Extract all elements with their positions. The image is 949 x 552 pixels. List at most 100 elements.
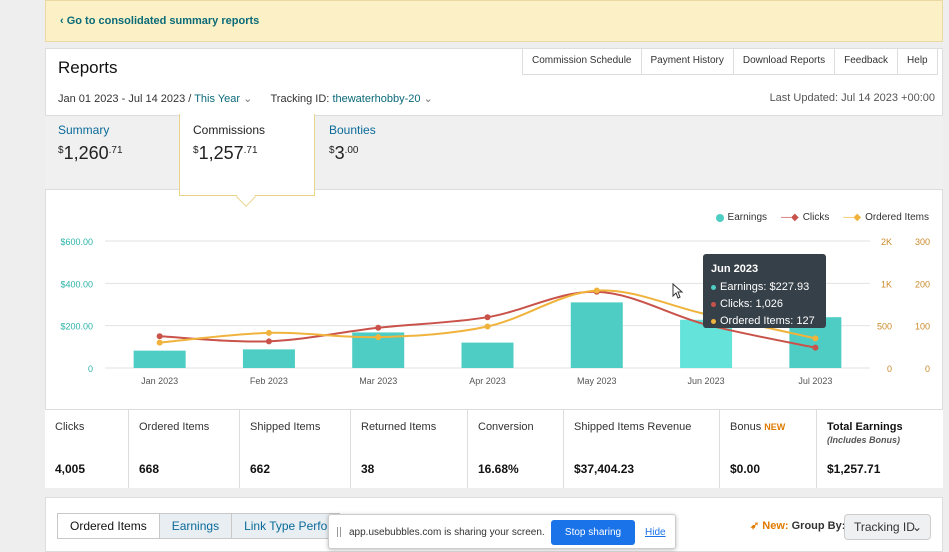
legend-earnings[interactable]: Earnings — [715, 212, 767, 223]
combo-chart: $600.00 2K 300 $400.00 1K 200 $200.00 500 100 0 0 0… — [60, 237, 930, 386]
bounties-tab-label: Bounties — [329, 123, 376, 137]
summary-tab[interactable]: Summary $1,260.71 — [58, 123, 123, 164]
period-select[interactable]: This Year ⌄ — [194, 93, 253, 105]
drag-handle-icon[interactable] — [337, 527, 341, 537]
ordered-items-point — [812, 335, 819, 342]
x-tick-label: Jun 2023 — [688, 376, 725, 386]
earnings-dot-icon — [711, 285, 716, 290]
x-tick-label: Jul 2023 — [798, 376, 832, 386]
y-right1-tick: 0 — [887, 364, 892, 374]
commissions-tab[interactable]: Commissions $1,257.71 — [193, 123, 265, 164]
legend-ordered-items[interactable]: ―◆ Ordered Items — [843, 212, 929, 223]
ordered-items-point — [593, 287, 600, 294]
tab-ordered-items[interactable]: Ordered Items — [57, 513, 160, 539]
ordered-items-point — [484, 323, 491, 330]
ordered-dot-icon — [711, 319, 716, 324]
rocket-icon: ➶ — [750, 520, 760, 532]
tab-help[interactable]: Help — [897, 49, 938, 75]
mouse-cursor-icon — [672, 283, 684, 299]
x-tick-label: May 2023 — [577, 376, 617, 386]
chevron-down-icon: ⌄ — [243, 93, 253, 105]
legend-clicks[interactable]: ―◆ Clicks — [781, 212, 830, 223]
group-by-select[interactable]: Tracking ID ⌄ — [844, 514, 931, 540]
tracking-id-select[interactable]: thewaterhobby-20 ⌄ — [332, 93, 433, 105]
clicks-point — [156, 333, 163, 340]
share-notice: app.usebubbles.com is sharing your scree… — [349, 527, 545, 538]
x-tick-label: Apr 2023 — [469, 376, 506, 386]
earnings-bar — [461, 342, 514, 368]
stat-shipped-revenue: Shipped Items Revenue $37,404.23 — [564, 410, 720, 488]
stat-ordered-items: Ordered Items 668 — [129, 410, 240, 488]
tooltip-ordered: Ordered Items: 127 — [720, 315, 815, 327]
commissions-tab-value: $1,257.71 — [193, 143, 258, 163]
tab-earnings[interactable]: Earnings — [158, 513, 233, 539]
consolidated-banner: ‹ Go to consolidated summary reports — [45, 0, 943, 42]
tab-feedback[interactable]: Feedback — [834, 49, 899, 75]
tracking-label: Tracking ID: — [270, 93, 330, 105]
stat-shipped-items: Shipped Items 662 — [240, 410, 351, 488]
consolidated-reports-link[interactable]: ‹ Go to consolidated summary reports — [60, 15, 260, 27]
group-by-label: ➶ New: Group By: — [750, 520, 846, 532]
y-right1-tick: 500 — [877, 322, 892, 332]
tooltip-earnings: Earnings: $227.93 — [720, 281, 810, 293]
stat-clicks: Clicks 4,005 — [45, 410, 129, 488]
ordered-marker-icon: ―◆ — [843, 212, 862, 223]
earnings-bar — [570, 302, 623, 368]
x-tick-label: Feb 2023 — [250, 376, 288, 386]
stop-sharing-button[interactable]: Stop sharing — [551, 520, 635, 545]
clicks-point — [484, 314, 491, 321]
stat-total-earnings: Total Earnings (Includes Bonus) $1,257.71 — [827, 421, 903, 476]
page-title: Reports — [58, 58, 118, 77]
stats-row: Clicks 4,005 Ordered Items 668 Shipped Ite… — [45, 409, 943, 488]
x-tick-label: Jan 2023 — [141, 376, 178, 386]
stat-returned-items: Returned Items 38 — [351, 410, 468, 488]
tab-link-type-performance[interactable]: Link Type Perfo — [231, 513, 341, 539]
clicks-point — [265, 338, 272, 345]
earnings-dot-icon — [715, 213, 724, 222]
y-right1-tick: 1K — [881, 279, 892, 289]
last-updated: Last Updated: Jul 14 2023 +00:00 — [769, 92, 935, 104]
tab-commission-schedule[interactable]: Commission Schedule — [522, 49, 642, 75]
bounties-tab[interactable]: Bounties $3.00 — [329, 123, 376, 164]
earnings-bar — [133, 350, 186, 368]
chart-legend: Earnings ―◆ Clicks ―◆ Ordered Items — [715, 212, 929, 223]
y-right2-tick: 300 — [915, 237, 930, 247]
y-right2-tick: 0 — [925, 364, 930, 374]
tooltip-clicks: Clicks: 1,026 — [720, 298, 783, 310]
ordered-items-point — [375, 334, 382, 341]
report-nav-tabs: Commission Schedule Payment History Down… — [522, 49, 938, 75]
summary-tab-value: $1,260.71 — [58, 143, 123, 163]
ordered-items-point — [265, 329, 272, 336]
date-range: Jan 01 2023 - Jul 14 2023 / — [58, 93, 192, 105]
y-left-tick: $200.00 — [60, 322, 93, 332]
stat-bonus: Bonus NEW $0.00 — [720, 410, 817, 488]
earnings-bar — [242, 349, 295, 368]
tab-download-reports[interactable]: Download Reports — [732, 49, 836, 75]
y-right1-tick: 2K — [881, 237, 892, 247]
date-row: Jan 01 2023 - Jul 14 2023 / This Year ⌄ … — [58, 92, 433, 105]
chevron-down-icon: ⌄ — [911, 520, 922, 534]
detail-tabs: Ordered Items Earnings Link Type Perfo — [57, 513, 341, 539]
clicks-marker-icon: ―◆ — [781, 212, 799, 223]
y-left-tick: 0 — [88, 364, 93, 374]
commissions-tab-label: Commissions — [193, 123, 266, 137]
chart-tooltip: Jun 2023 Earnings: $227.93 Clicks: 1,026… — [703, 254, 826, 328]
tooltip-title: Jun 2023 — [711, 263, 759, 275]
y-right2-tick: 100 — [915, 322, 930, 332]
bounties-tab-value: $3.00 — [329, 143, 359, 163]
new-badge: NEW — [764, 422, 786, 432]
ordered-items-point — [156, 339, 163, 346]
tab-payment-history[interactable]: Payment History — [640, 49, 734, 75]
clicks-point — [375, 324, 382, 331]
stat-conversion: Conversion 16.68% — [468, 410, 564, 488]
hide-link[interactable]: Hide — [645, 527, 666, 538]
chevron-down-icon: ⌄ — [423, 93, 433, 105]
y-right2-tick: 200 — [915, 279, 930, 289]
screen-share-bar: app.usebubbles.com is sharing your scree… — [328, 514, 676, 549]
clicks-dot-icon — [711, 302, 716, 307]
y-left-tick: $600.00 — [60, 237, 93, 247]
active-tab-box — [179, 114, 315, 196]
clicks-point — [812, 344, 819, 351]
y-left-tick: $400.00 — [60, 279, 93, 289]
x-tick-label: Mar 2023 — [359, 376, 397, 386]
